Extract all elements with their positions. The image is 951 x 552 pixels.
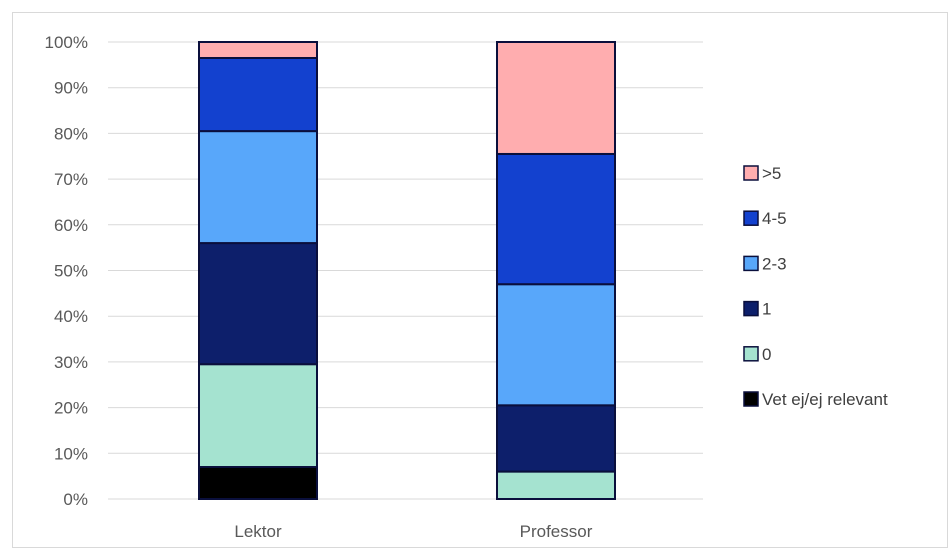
bar-segment xyxy=(198,363,318,469)
y-tick-label: 70% xyxy=(54,170,88,189)
y-tick-label: 40% xyxy=(54,307,88,326)
y-tick-label: 0% xyxy=(63,490,88,509)
y-tick-label: 90% xyxy=(54,79,88,98)
x-axis-tick-labels: Lektor Professor xyxy=(234,522,592,541)
x-tick-label: Lektor xyxy=(234,522,282,541)
legend-item: 2-3 xyxy=(743,254,787,273)
legend-label: Vet ej/ej relevant xyxy=(762,390,888,409)
legend-item: 4-5 xyxy=(743,209,787,228)
bar-segment xyxy=(496,152,616,286)
bar-stack-professor xyxy=(496,41,616,500)
bar-segment xyxy=(198,130,318,245)
legend-label: 4-5 xyxy=(762,209,787,228)
bar-segment xyxy=(496,470,616,500)
y-tick-label: 60% xyxy=(54,216,88,235)
bar-segment xyxy=(496,404,616,473)
bar-segment xyxy=(496,283,616,407)
legend-label: 1 xyxy=(762,300,771,319)
legend-swatch xyxy=(743,346,759,362)
legend-swatch xyxy=(743,391,759,407)
y-axis-tick-labels: 0% 10% 20% 30% 40% 50% 60% 70% 80% 90% 100% xyxy=(45,33,88,509)
legend-swatch xyxy=(743,165,759,181)
bar-segment xyxy=(198,466,318,501)
chart-area xyxy=(12,12,948,548)
y-tick-label: 100% xyxy=(45,33,88,52)
bar-segment xyxy=(198,242,318,366)
legend-label: 2-3 xyxy=(762,254,787,273)
legend-label: >5 xyxy=(762,164,781,183)
legend-item: >5 xyxy=(743,164,781,183)
bar-stacks xyxy=(198,41,616,501)
legend-swatch xyxy=(743,210,759,226)
legend-item: Vet ej/ej relevant xyxy=(743,390,888,409)
bar-segment xyxy=(198,41,318,59)
y-tick-label: 20% xyxy=(54,399,88,418)
bar-stack-lektor xyxy=(198,41,318,501)
legend-item: 1 xyxy=(743,300,771,319)
legend: >5 4-5 2-3 1 0 Vet ej/ej relevant xyxy=(743,164,888,409)
y-tick-label: 30% xyxy=(54,353,88,372)
y-tick-label: 80% xyxy=(54,124,88,143)
bar-segment xyxy=(198,56,318,133)
legend-item: 0 xyxy=(743,345,771,364)
y-tick-label: 10% xyxy=(54,444,88,463)
legend-label: 0 xyxy=(762,345,771,364)
bar-segment xyxy=(496,41,616,155)
y-tick-label: 50% xyxy=(54,262,88,281)
legend-swatch xyxy=(743,300,759,317)
x-tick-label: Professor xyxy=(520,522,593,541)
legend-swatch xyxy=(743,255,759,272)
